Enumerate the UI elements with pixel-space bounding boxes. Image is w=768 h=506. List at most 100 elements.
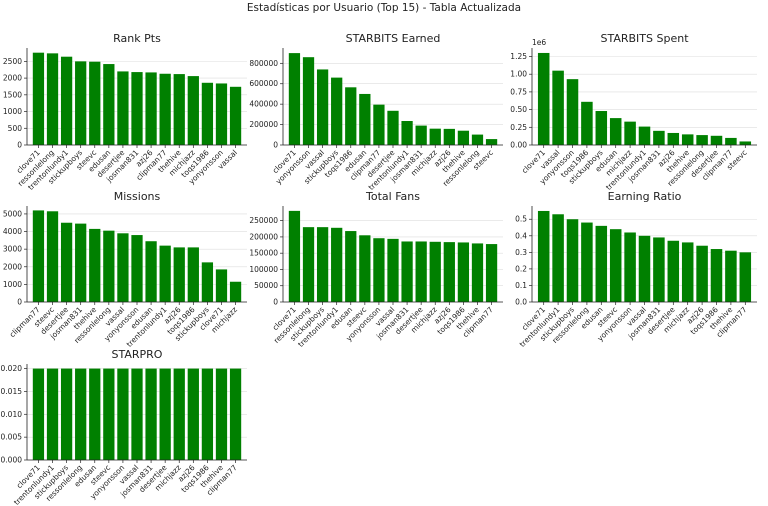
bar: [173, 368, 185, 460]
bar: [638, 235, 651, 302]
bar: [215, 83, 228, 145]
bar: [131, 368, 143, 460]
y-tick-label: 0.005: [1, 433, 23, 442]
bar: [739, 141, 752, 145]
y-tick-label: 0.5: [515, 215, 527, 224]
bar: [145, 368, 157, 460]
bar: [725, 250, 737, 302]
y-tick-label: 0.020: [1, 364, 23, 373]
bar: [159, 368, 171, 460]
bar: [89, 228, 101, 302]
y-tick-label: 50000: [254, 281, 278, 290]
bar: [201, 262, 214, 302]
bar: [215, 368, 228, 460]
bar: [552, 214, 564, 302]
y-tick-label: 0.2: [515, 264, 527, 273]
y-tick-label: 1000: [3, 107, 22, 116]
bar: [145, 241, 157, 302]
bar: [117, 233, 129, 302]
bar: [566, 219, 579, 302]
y-tick-label: 200000: [249, 232, 278, 241]
bar: [443, 242, 455, 302]
bar: [710, 249, 723, 302]
y-tick-label: 0: [17, 298, 22, 307]
bar: [173, 247, 185, 302]
bar: [681, 134, 694, 145]
bar: [46, 368, 59, 460]
y-tick-label: 3000: [3, 245, 22, 254]
bar: [471, 243, 484, 302]
bar: [302, 57, 315, 146]
bar: [638, 126, 651, 145]
axis-scale-label: 1e6: [532, 38, 546, 47]
y-tick-label: 0.75: [510, 87, 527, 96]
bar: [401, 121, 413, 145]
bar: [229, 368, 242, 460]
y-tick-label: 1.00: [510, 70, 527, 79]
y-tick-label: 0.010: [1, 410, 23, 419]
bar: [331, 77, 343, 145]
bar: [316, 227, 329, 302]
y-tick-label: 2000: [3, 262, 22, 271]
bar: [187, 368, 199, 460]
bar: [60, 368, 73, 460]
bar: [359, 235, 371, 302]
bar: [187, 247, 199, 302]
bar: [331, 227, 343, 302]
bar: [60, 56, 73, 146]
bar: [443, 128, 455, 145]
bar: [566, 79, 579, 145]
y-tick-label: 0: [17, 141, 22, 150]
y-tick-label: 800000: [249, 59, 278, 68]
bar: [229, 281, 242, 302]
chart-title: Total Fans: [365, 190, 420, 203]
bar: [457, 130, 470, 145]
bar: [117, 71, 129, 145]
bar: [159, 73, 171, 145]
bar: [159, 245, 171, 302]
y-tick-label: 1500: [3, 90, 22, 99]
bar: [201, 368, 214, 460]
y-tick-label: 2500: [3, 57, 22, 66]
bar: [302, 227, 315, 302]
bar: [552, 70, 564, 145]
y-tick-label: 400000: [249, 100, 278, 109]
chart-title: Earning Ratio: [608, 190, 682, 203]
bar: [595, 111, 608, 145]
y-tick-label: 500: [8, 124, 23, 133]
bar: [316, 69, 329, 145]
bar: [345, 231, 357, 302]
bar: [696, 135, 708, 145]
bar: [32, 210, 45, 302]
bar: [215, 269, 228, 302]
bar: [75, 223, 87, 302]
bar: [581, 101, 593, 145]
y-tick-label: 2000: [3, 74, 22, 83]
y-tick-label: 5000: [3, 209, 22, 218]
y-tick-label: 0.50: [510, 105, 527, 114]
bar: [373, 238, 385, 302]
bar: [75, 368, 87, 460]
chart-title: STARBITS Earned: [346, 32, 441, 45]
y-tick-label: 150000: [249, 249, 278, 258]
bar: [624, 121, 636, 145]
bar: [471, 134, 484, 145]
bar: [485, 139, 498, 145]
bar: [653, 130, 665, 145]
bar: [117, 368, 129, 460]
bar: [103, 230, 115, 302]
bar: [457, 242, 470, 302]
y-tick-label: 600000: [249, 79, 278, 88]
bar: [373, 104, 385, 145]
y-tick-label: 200000: [249, 120, 278, 129]
chart-title: Rank Pts: [113, 32, 161, 45]
bar: [75, 61, 87, 145]
bar: [609, 229, 622, 302]
bar: [32, 368, 45, 460]
bar: [595, 225, 608, 302]
y-tick-label: 0.015: [1, 387, 23, 396]
bar: [89, 61, 101, 146]
bar: [401, 241, 413, 302]
bar: [653, 237, 665, 302]
bar: [429, 241, 441, 302]
